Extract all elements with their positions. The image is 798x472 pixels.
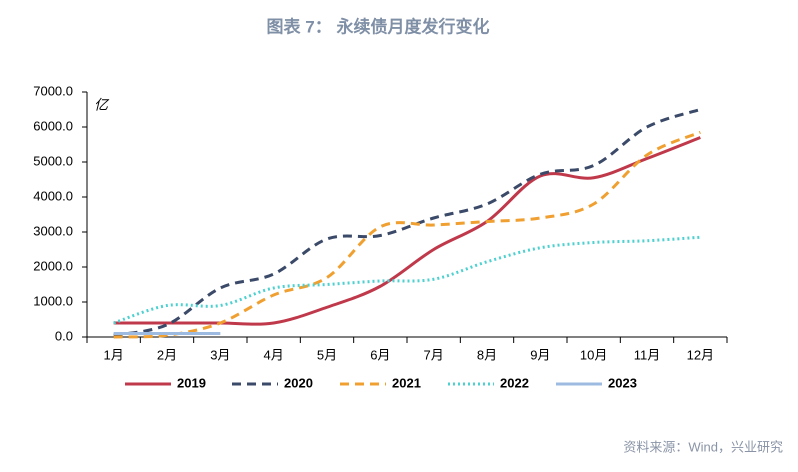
x-tick-label: 2月 — [157, 347, 177, 362]
x-tick-label: 3月 — [210, 347, 230, 362]
x-tick-label: 12月 — [687, 347, 714, 362]
y-unit: 亿 — [94, 97, 110, 113]
x-tick-label: 5月 — [317, 347, 337, 362]
source: 资料来源：Wind，兴业研究 — [623, 439, 783, 454]
series-line — [113, 235, 701, 325]
y-tick-label: 1000.0 — [33, 293, 73, 308]
series-line — [113, 136, 701, 326]
series-line — [113, 108, 701, 337]
y-tick-label: 4000.0 — [33, 188, 73, 203]
series-line — [113, 130, 701, 339]
x-tick-label: 9月 — [530, 347, 550, 362]
legend-label: 2023 — [608, 375, 637, 390]
legend-label: 2021 — [392, 375, 421, 390]
y-tick-label: 6000.0 — [33, 118, 73, 133]
y-tick-label: 5000.0 — [33, 153, 73, 168]
legend-label: 2020 — [284, 375, 313, 390]
y-tick-label: 0.0 — [55, 328, 73, 343]
legend-label: 2019 — [177, 375, 206, 390]
y-tick-label: 2000.0 — [33, 258, 73, 273]
y-tick-label: 7000.0 — [33, 83, 73, 98]
x-tick-label: 7月 — [424, 347, 444, 362]
legend-label: 2022 — [500, 375, 529, 390]
x-tick-label: 4月 — [264, 347, 284, 362]
y-tick-label: 3000.0 — [33, 223, 73, 238]
chart-title: 图表 7： 永续债月度发行变化 — [267, 16, 490, 36]
x-tick-label: 1月 — [104, 347, 124, 362]
x-tick-label: 10月 — [580, 347, 607, 362]
x-tick-label: 8月 — [477, 347, 497, 362]
x-tick-label: 6月 — [370, 347, 390, 362]
x-tick-label: 11月 — [634, 347, 661, 362]
